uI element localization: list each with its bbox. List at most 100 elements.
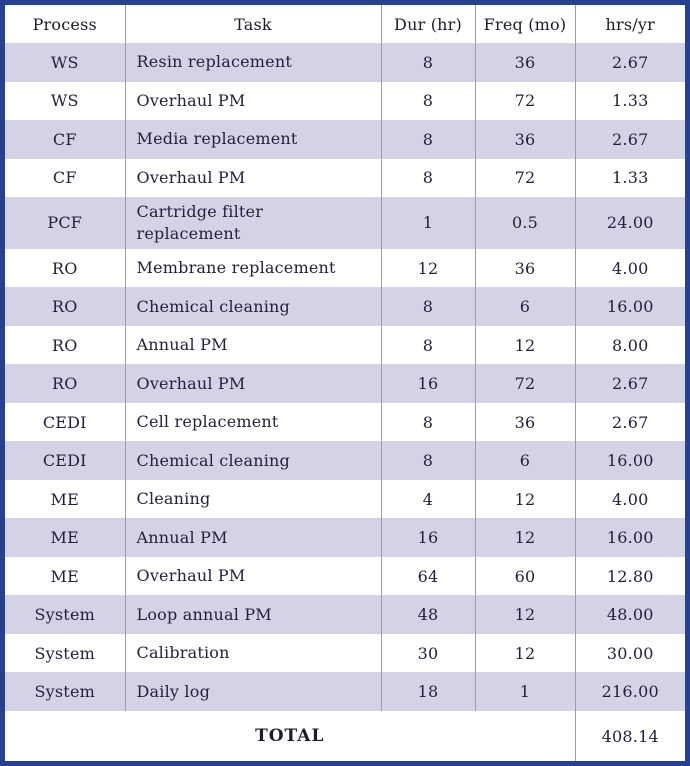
process-cell: RO [5,248,126,288]
task-cell: Annual PM [125,518,382,557]
task-cell: Overhaul PM [125,556,382,596]
process-cell: System [5,633,126,673]
dur-cell: 4 [381,479,476,519]
process-cell: CEDI [5,441,126,480]
process-cell: RO [5,364,126,403]
hrs-cell: 216.00 [601,682,659,702]
process-cell: WS [5,43,126,82]
freq-cell: 72 [475,158,576,197]
process-cell: CF [5,120,126,159]
total-value: 408.14 [601,726,659,746]
table-row: RO Chemical cleaning 8 6 16.00 [5,287,685,326]
total-row: TOTAL 408.14 [5,711,685,761]
dur-cell: 8 [381,325,476,365]
dur-cell: 18 [381,672,476,711]
table-row: System Loop annual PM 48 12 48.00 [5,595,685,634]
dur-cell: 8 [381,43,476,82]
header-cell-task: Task [125,5,382,43]
task-cell: Daily log [125,672,382,711]
freq-cell: 36 [475,248,576,288]
hrs-cell: 4.00 [612,258,649,278]
hrs-cell: 2.67 [612,374,649,394]
task-cell: Resin replacement [125,43,382,82]
freq-cell: 12 [475,325,576,365]
header-cell-freq: Freq (mo) [475,5,576,43]
task-cell: Overhaul PM [125,158,382,197]
dur-cell: 12 [381,248,476,288]
freq-cell: 36 [475,402,576,442]
process-cell: ME [5,556,126,596]
process-cell: PCF [5,197,126,249]
task-cell: Cleaning [125,479,382,519]
header-cell-process: Process [5,5,126,43]
table-row: WS Overhaul PM 8 72 1.33 [5,81,685,120]
freq-cell: 36 [475,43,576,82]
table-row: CF Media replacement 8 36 2.67 [5,120,685,159]
freq-cell: 60 [475,556,576,596]
freq-cell: 72 [475,364,576,403]
task-cell: Chemical cleaning [125,441,382,480]
task-cell: Overhaul PM [125,81,382,120]
freq-cell: 6 [475,441,576,480]
task-cell: Overhaul PM [125,364,382,403]
freq-cell: 1 [475,672,576,711]
process-cell: CF [5,158,126,197]
process-cell: System [5,672,126,711]
hrs-cell: 1.33 [612,91,649,111]
freq-cell: 12 [475,595,576,634]
freq-cell: 36 [475,120,576,159]
table-row: System Daily log 18 1 216.00 [5,672,685,711]
task-cell: Calibration [125,633,382,673]
freq-cell: 72 [475,81,576,120]
hrs-cell: 8.00 [612,335,649,355]
process-cell: WS [5,81,126,120]
dur-cell: 1 [381,197,476,249]
process-cell: ME [5,479,126,519]
hrs-cell: 12.80 [606,566,654,586]
dur-cell: 48 [381,595,476,634]
freq-cell: 12 [475,518,576,557]
freq-cell: 12 [475,633,576,673]
header-row: Process Task Dur (hr) Freq (mo) hrs/yr [5,5,685,43]
dur-cell: 16 [381,518,476,557]
hrs-cell: 4.00 [612,489,649,509]
table-row: CEDI Cell replacement 8 36 2.67 [5,402,685,442]
dur-cell: 16 [381,364,476,403]
process-cell: RO [5,325,126,365]
table-footer: TOTAL 408.14 [5,711,685,761]
hrs-cell: 16.00 [606,451,654,471]
table-row: ME Cleaning 4 12 4.00 [5,479,685,519]
freq-cell: 12 [475,479,576,519]
hrs-cell: 1.33 [612,168,649,188]
dur-cell: 8 [381,441,476,480]
process-cell: CEDI [5,402,126,442]
header-cell-dur: Dur (hr) [381,5,476,43]
dur-cell: 64 [381,556,476,596]
hrs-cell: 16.00 [606,297,654,317]
table-row: ME Annual PM 16 12 16.00 [5,518,685,557]
dur-cell: 8 [381,81,476,120]
process-cell: RO [5,287,126,326]
dur-cell: 8 [381,402,476,442]
dur-cell: 30 [381,633,476,673]
table-row: CEDI Chemical cleaning 8 6 16.00 [5,441,685,480]
table-row: ME Overhaul PM 64 60 12.80 [5,556,685,596]
table-row: RO Overhaul PM 16 72 2.67 [5,364,685,403]
process-cell: System [5,595,126,634]
table-row: RO Annual PM 8 12 8.00 [5,325,685,365]
table-body: WS Resin replacement 8 36 2.67 WS Overha… [5,43,685,711]
hrs-cell: 30.00 [606,643,654,663]
header-cell-hrs: hrs/yr [605,14,655,34]
dur-cell: 8 [381,158,476,197]
table-row: PCF Cartridge filter replacement 1 0.5 2… [5,197,685,249]
hrs-cell: 2.67 [612,52,649,72]
table-row: RO Membrane replacement 12 36 4.00 [5,248,685,288]
process-cell: ME [5,518,126,557]
table-header: Process Task Dur (hr) Freq (mo) hrs/yr [5,5,685,43]
table-row: WS Resin replacement 8 36 2.67 [5,43,685,82]
freq-cell: 0.5 [475,197,576,249]
dur-cell: 8 [381,120,476,159]
task-cell: Membrane replacement [125,248,382,288]
task-cell: Chemical cleaning [125,287,382,326]
